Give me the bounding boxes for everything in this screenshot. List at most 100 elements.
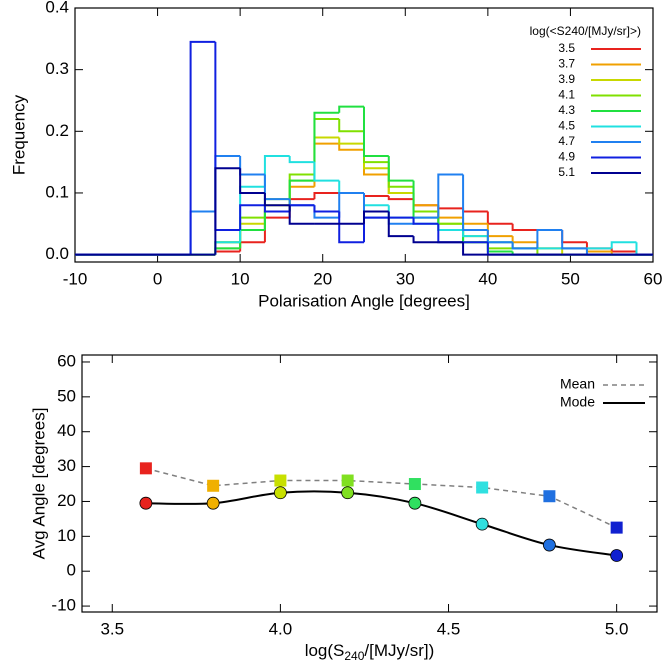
marker (273, 486, 287, 500)
x-tick-label: 3.5 (100, 619, 124, 638)
histogram-step (437, 223, 464, 244)
histogram-step (263, 198, 290, 218)
histogram-step (462, 223, 488, 244)
y-tick-label: 0.4 (45, 0, 69, 16)
y-tick-label: 0.3 (45, 59, 69, 78)
histogram-step (363, 210, 389, 224)
histogram-step (288, 205, 315, 225)
histogram-step (239, 204, 265, 230)
histogram-step (338, 105, 364, 113)
histogram-step (239, 228, 265, 249)
histogram-step (313, 162, 340, 182)
y-tick-label: 40 (57, 421, 76, 440)
histogram-step (214, 250, 241, 255)
x-tick-label: 10 (231, 269, 250, 288)
marker (610, 521, 623, 534)
legend-label: 3.7 (558, 57, 575, 71)
legend-label: 4.5 (558, 119, 575, 133)
histogram-step (387, 205, 414, 219)
y-axis-label: Frequency (9, 94, 28, 175)
histogram-step (561, 229, 587, 250)
histogram-step (313, 205, 340, 213)
histogram-step (338, 137, 364, 145)
marker (543, 490, 556, 503)
histogram-step (189, 40, 216, 255)
marker (206, 496, 220, 510)
y-axis-label: Avg Angle [degrees] (29, 408, 48, 560)
histogram-step (338, 118, 364, 133)
x-tick-label: 30 (396, 269, 415, 288)
histogram-step (363, 131, 389, 164)
histogram-step (239, 155, 265, 176)
histogram-step (462, 208, 488, 213)
plot-frame (74, 7, 654, 263)
marker (139, 462, 152, 475)
marker (610, 549, 624, 562)
y-tick-label: 0 (67, 561, 76, 580)
legend-label: 4.9 (558, 150, 575, 164)
histogram-step (387, 196, 414, 201)
histogram-step (486, 242, 513, 253)
histogram-step (263, 154, 290, 187)
histogram-step (239, 228, 265, 249)
histogram-step (263, 210, 290, 230)
histogram-step (288, 204, 315, 212)
histogram-step (462, 242, 488, 256)
histogram-step (387, 174, 414, 194)
histogram-step (214, 167, 241, 255)
histogram-step (263, 192, 290, 207)
x-axis-label-part: log(S (305, 641, 345, 660)
histogram-step (239, 168, 265, 194)
x-axis-label-part: 240 (344, 649, 364, 663)
marker (408, 496, 422, 510)
x-tick-label: 50 (561, 269, 580, 288)
histogram-step (610, 248, 637, 253)
legend-label: 3.5 (558, 41, 575, 55)
histogram-step (412, 192, 439, 207)
histogram-step (363, 216, 389, 243)
x-tick-label: 20 (313, 269, 332, 288)
histogram-close (635, 242, 653, 256)
plot-frame (81, 354, 658, 613)
histogram-step (387, 155, 414, 182)
marker (476, 481, 489, 494)
marker (207, 479, 220, 492)
histogram-step (412, 192, 439, 213)
x-axis-label-part: /[MJy/sr]) (364, 641, 434, 660)
histogram-step (536, 228, 563, 249)
histogram-step (263, 174, 290, 201)
histogram-step (288, 179, 315, 206)
histogram-step (214, 41, 241, 231)
legend-label: 4.1 (558, 88, 575, 102)
histogram-step (363, 106, 389, 157)
histogram-step (338, 211, 364, 244)
legend-label: Mean (560, 376, 595, 392)
histogram-step (263, 205, 290, 213)
marker (341, 474, 354, 487)
legend-label: 3.9 (558, 72, 575, 86)
y-tick-label: 10 (57, 526, 76, 545)
histogram-step (288, 155, 315, 164)
y-tick-label: 0.2 (45, 121, 69, 140)
y-tick-label: 20 (57, 491, 76, 510)
histogram-step (263, 204, 290, 224)
histogram-step (288, 198, 315, 218)
histogram-step (412, 236, 439, 244)
histogram-step (412, 186, 439, 213)
histogram-step (511, 223, 538, 231)
histogram-step (610, 241, 637, 249)
histogram-step (437, 205, 464, 219)
histogram-step (338, 143, 364, 151)
histogram-step (462, 174, 488, 231)
histogram-step (214, 154, 241, 212)
y-tick-label: 60 (57, 351, 76, 370)
histogram-step (412, 217, 439, 225)
histogram-step (338, 180, 364, 194)
histogram-step (437, 173, 464, 218)
x-tick-label: -10 (63, 269, 88, 288)
y-tick-label: 50 (57, 386, 76, 405)
histogram-step (462, 229, 488, 238)
histogram-step (338, 191, 364, 218)
x-tick-label: 4.0 (269, 619, 293, 638)
